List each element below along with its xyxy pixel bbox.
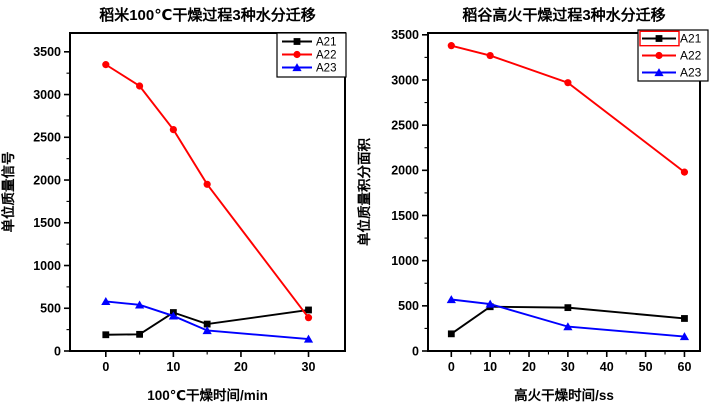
y-axis-label: 单位质量信号 (0, 152, 16, 233)
y-tick-label: 2000 (33, 173, 61, 187)
x-tick-label: 10 (483, 360, 497, 374)
data-point-A22 (447, 42, 455, 50)
y-tick-label: 1500 (33, 216, 61, 230)
data-point-A21 (681, 315, 688, 322)
x-tick-label: 30 (302, 360, 316, 374)
data-point-A21 (564, 304, 572, 312)
legend-label: A22 (680, 49, 702, 63)
data-point-A23 (303, 334, 314, 343)
series-line-A22 (105, 63, 310, 319)
chart-left: 稻米100℃干燥过程3种水分迁移 0 10 20 30 0 500 1000 1500 2000 2… (0, 6, 347, 403)
legend-marker (654, 68, 664, 77)
y-tick-label: 3000 (391, 73, 419, 87)
legend-marker (293, 50, 301, 59)
data-point-A21 (102, 331, 110, 339)
x-tick-label: 0 (448, 360, 455, 374)
y-tick-label: 1000 (391, 254, 419, 268)
data-point-A21 (203, 320, 211, 328)
chart-right: 稻谷高火干燥过程3种水分迁移 0 10 20 30 40 50 60 0 500 1000 1500 2… (356, 6, 709, 403)
plot-frame (69, 32, 346, 352)
y-tick-label: 0 (54, 344, 61, 358)
legend-label: A22 (316, 50, 336, 62)
y-axis-label: 单位质量积分面积 (356, 138, 372, 246)
x-tick-label: 50 (639, 360, 653, 374)
data-point-A23 (563, 322, 573, 331)
data-point-A22 (486, 51, 494, 60)
y-tick-label: 3500 (33, 45, 61, 59)
y-tick-label: 2500 (391, 118, 419, 132)
plot-frame (427, 32, 701, 352)
data-point-A22 (135, 82, 144, 90)
x-axis-label: 100℃干燥时间/min (147, 387, 268, 403)
y-tick-label: 500 (40, 302, 61, 316)
y-tick-label: 1000 (33, 259, 61, 273)
x-tick-label: 60 (678, 360, 692, 374)
y-tick-label: 3500 (391, 28, 419, 42)
legend-selection-box (639, 30, 680, 47)
data-point-A22 (564, 79, 572, 87)
legend: A21 A22 A23 (637, 29, 709, 82)
data-point-A22 (169, 125, 177, 134)
data-point-A23 (168, 311, 178, 320)
x-tick-label: 10 (166, 360, 180, 374)
chart-title: 稻米100℃干燥过程3种水分迁移 (99, 6, 316, 24)
x-tick-label: 20 (522, 360, 536, 374)
y-tick-label: 1500 (391, 209, 419, 223)
legend-marker (292, 63, 302, 72)
data-point-A23 (134, 300, 145, 309)
data-point-A21 (305, 306, 312, 314)
legend-label: A23 (680, 66, 702, 80)
y-tick-label: 0 (412, 344, 419, 358)
legend-marker (293, 38, 301, 45)
legend-marker (655, 51, 663, 60)
data-point-A22 (102, 61, 110, 69)
data-point-A21 (136, 330, 143, 338)
y-tick-label: 500 (398, 299, 419, 313)
series-line-A22 (451, 44, 686, 173)
y-tick-label: 3000 (33, 88, 61, 102)
data-point-A23 (202, 326, 212, 335)
series-line-A21 (450, 305, 685, 335)
data-point-A22 (203, 180, 211, 188)
data-point-A23 (485, 299, 495, 308)
legend-label: A21 (680, 32, 702, 46)
chart-title: 稻谷高火干燥过程3种水分迁移 (462, 6, 665, 24)
series-line-A23 (451, 298, 685, 338)
data-point-A23 (446, 295, 456, 304)
x-tick-label: 40 (600, 360, 614, 374)
y-tick-label: 2500 (33, 131, 61, 145)
y-tick-label: 2000 (391, 164, 419, 178)
data-point-A21 (447, 330, 455, 338)
data-point-A23 (101, 297, 111, 306)
data-point-A22 (680, 168, 689, 176)
data-point-A23 (679, 332, 690, 341)
legend-label: A21 (316, 37, 336, 49)
x-tick-label: 30 (561, 360, 575, 374)
legend-marker (655, 35, 663, 42)
x-tick-label: 0 (102, 360, 109, 374)
legend-label: A23 (316, 63, 336, 75)
x-tick-label: 20 (234, 360, 248, 374)
data-point-A22 (304, 314, 313, 322)
x-axis-label: 高火干燥时间/ss (514, 387, 614, 403)
